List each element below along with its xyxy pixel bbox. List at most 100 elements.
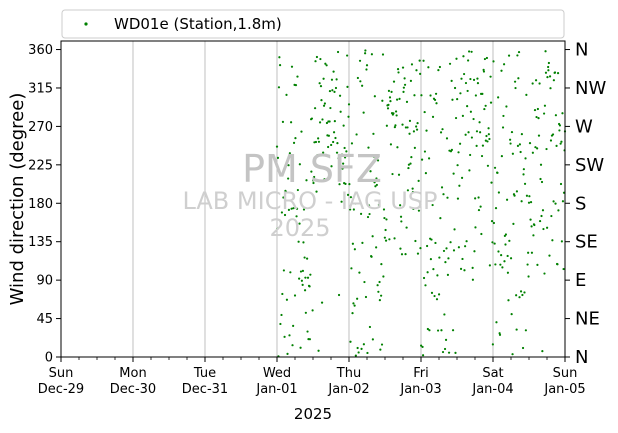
data-point bbox=[313, 175, 316, 179]
data-point bbox=[415, 128, 419, 131]
data-point bbox=[427, 157, 431, 160]
compass-label: N bbox=[575, 40, 588, 61]
data-point bbox=[292, 324, 295, 327]
compass-label: NW bbox=[575, 78, 606, 99]
data-point bbox=[464, 133, 467, 136]
data-point bbox=[334, 86, 338, 90]
data-point bbox=[521, 346, 525, 350]
x-tick-date: Dec-29 bbox=[38, 382, 84, 397]
data-point bbox=[296, 75, 299, 78]
data-point bbox=[451, 329, 455, 332]
data-point bbox=[401, 66, 405, 69]
data-point bbox=[310, 170, 313, 173]
data-point bbox=[346, 85, 349, 89]
data-point bbox=[315, 55, 319, 59]
data-point bbox=[433, 98, 437, 102]
data-point bbox=[334, 136, 337, 140]
data-point bbox=[323, 102, 326, 105]
data-point bbox=[373, 181, 376, 184]
data-point bbox=[538, 219, 542, 223]
data-point bbox=[520, 200, 523, 203]
data-point bbox=[508, 239, 511, 242]
data-point bbox=[545, 147, 548, 151]
data-point bbox=[556, 72, 560, 75]
data-point bbox=[511, 353, 514, 356]
y-tick-label: 360 bbox=[28, 43, 53, 58]
data-point bbox=[318, 121, 322, 124]
data-point bbox=[396, 68, 400, 71]
legend: WD01e (Station,1.8m) bbox=[61, 9, 565, 39]
data-point bbox=[454, 116, 458, 120]
data-point bbox=[304, 276, 307, 279]
data-point bbox=[460, 176, 464, 179]
data-point bbox=[411, 187, 414, 190]
data-point bbox=[380, 294, 383, 297]
data-point bbox=[547, 61, 550, 65]
data-point bbox=[340, 153, 344, 156]
data-point bbox=[296, 188, 299, 192]
data-point bbox=[472, 117, 475, 121]
data-point bbox=[337, 157, 340, 160]
data-point bbox=[370, 53, 373, 56]
data-point bbox=[375, 246, 378, 249]
data-point bbox=[458, 142, 462, 145]
data-point bbox=[310, 117, 314, 120]
data-point bbox=[519, 150, 522, 154]
data-point bbox=[436, 329, 440, 332]
data-point bbox=[539, 177, 542, 181]
data-point bbox=[280, 313, 283, 317]
data-point bbox=[299, 270, 303, 273]
data-point bbox=[500, 254, 503, 257]
data-point bbox=[540, 180, 544, 184]
data-point bbox=[384, 228, 387, 232]
data-point bbox=[419, 72, 422, 75]
data-point bbox=[356, 346, 359, 350]
data-point bbox=[504, 243, 507, 246]
data-point bbox=[467, 59, 470, 62]
data-point bbox=[520, 133, 523, 136]
data-point bbox=[359, 80, 362, 83]
data-point bbox=[385, 218, 388, 221]
data-point bbox=[481, 92, 484, 95]
data-point bbox=[381, 99, 384, 102]
data-point bbox=[351, 311, 354, 315]
data-point bbox=[391, 172, 394, 176]
data-point bbox=[288, 334, 291, 337]
data-point bbox=[411, 190, 415, 194]
data-point bbox=[302, 208, 306, 211]
data-point bbox=[474, 197, 477, 200]
data-point bbox=[489, 101, 493, 104]
data-point bbox=[317, 140, 321, 143]
data-point bbox=[291, 344, 294, 347]
data-point bbox=[361, 241, 364, 244]
data-point bbox=[554, 114, 558, 117]
data-point bbox=[282, 196, 285, 199]
data-point bbox=[406, 126, 409, 129]
data-point bbox=[529, 218, 532, 221]
data-point bbox=[441, 128, 444, 131]
data-point bbox=[486, 164, 490, 167]
data-point bbox=[537, 134, 541, 137]
data-point bbox=[476, 82, 480, 85]
data-point bbox=[362, 343, 365, 346]
data-point bbox=[320, 99, 323, 102]
data-point bbox=[287, 208, 291, 211]
data-point bbox=[290, 207, 293, 210]
data-point bbox=[356, 297, 359, 300]
data-point bbox=[343, 146, 346, 150]
data-point bbox=[466, 89, 469, 93]
y-tick-label: 45 bbox=[36, 312, 53, 327]
data-point bbox=[359, 212, 363, 215]
data-point bbox=[500, 155, 503, 158]
data-point bbox=[354, 354, 357, 357]
y-tick-label: 0 bbox=[45, 351, 53, 366]
data-point bbox=[348, 183, 351, 186]
data-point bbox=[308, 338, 311, 341]
data-point bbox=[299, 346, 302, 349]
data-point bbox=[350, 267, 353, 270]
data-point bbox=[476, 77, 479, 80]
data-point bbox=[340, 200, 343, 203]
data-point bbox=[290, 65, 294, 68]
x-tick-date: Jan-03 bbox=[399, 382, 441, 397]
data-point bbox=[351, 242, 354, 245]
